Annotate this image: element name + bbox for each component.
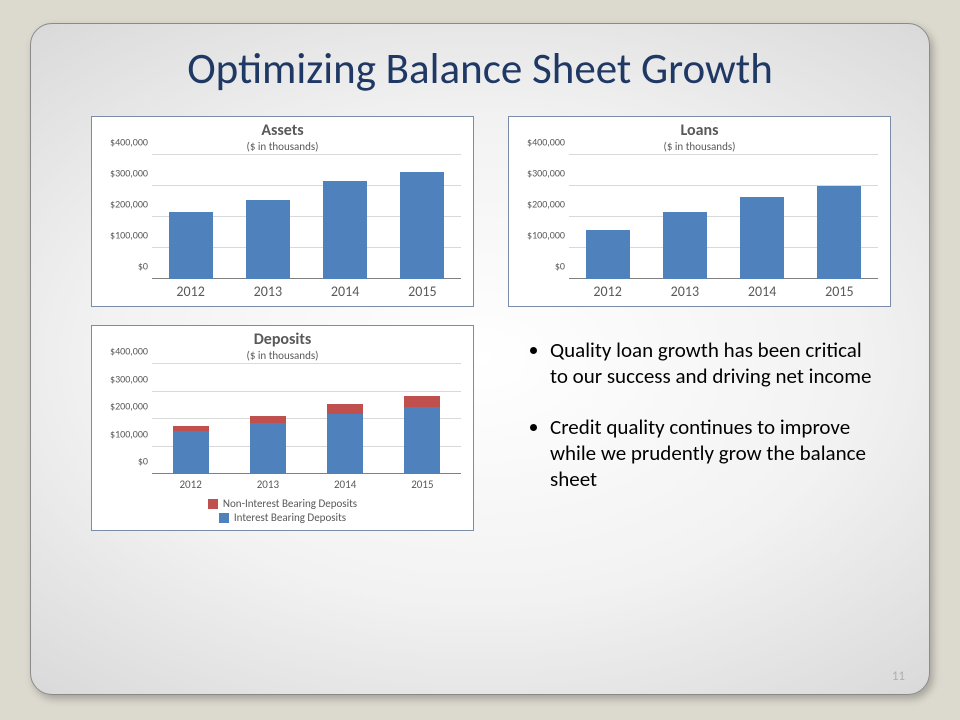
- x-tick-label: 2012: [152, 478, 229, 491]
- bar: [173, 426, 209, 474]
- bar-segment: [404, 407, 440, 474]
- bars-container: [569, 155, 878, 279]
- legend-item: Non-Interest Bearing Deposits: [208, 497, 357, 510]
- x-categories: 2012201320142015: [152, 478, 461, 491]
- legend-swatch: [208, 499, 218, 509]
- plot-area: $0$100,000$200,000$300,000$400,000: [569, 155, 878, 279]
- bullet-item: Quality loan growth has been critical to…: [550, 337, 883, 390]
- slide-card: Optimizing Balance Sheet Growth Assets($…: [30, 23, 930, 695]
- y-tick-label: $0: [555, 260, 565, 273]
- bar: [586, 230, 630, 279]
- bar-segment: [663, 212, 707, 279]
- bar-slot: [801, 155, 878, 279]
- bar-slot: [724, 155, 801, 279]
- x-categories: 2012201320142015: [569, 283, 878, 300]
- x-tick-label: 2012: [152, 283, 229, 300]
- bars-container: [152, 364, 461, 474]
- bar-segment: [246, 200, 290, 279]
- bar-segment: [327, 404, 363, 414]
- x-tick-label: 2014: [307, 478, 384, 491]
- x-tick-label: 2015: [384, 283, 461, 300]
- bar-segment: [740, 197, 784, 279]
- bar-segment: [327, 414, 363, 475]
- chart-assets: Assets($ in thousands)$0$100,000$200,000…: [91, 116, 474, 307]
- bar: [250, 416, 286, 474]
- bar-segment: [250, 416, 286, 423]
- chart-loans: Loans($ in thousands)$0$100,000$200,000$…: [508, 116, 891, 307]
- legend-label: Non-Interest Bearing Deposits: [223, 497, 357, 510]
- bar-slot: [646, 155, 723, 279]
- slide-title: Optimizing Balance Sheet Growth: [31, 24, 929, 95]
- bar-slot: [569, 155, 646, 279]
- y-tick-label: $400,000: [527, 136, 565, 149]
- bar: [323, 181, 367, 279]
- x-tick-label: 2012: [569, 283, 646, 300]
- bar-slot: [384, 364, 461, 474]
- bar-slot: [152, 364, 229, 474]
- y-tick-label: $200,000: [110, 400, 148, 413]
- y-tick-label: $100,000: [110, 427, 148, 440]
- bar: [663, 212, 707, 279]
- bar-segment: [817, 186, 861, 279]
- page-number: 11: [892, 669, 905, 684]
- y-tick-label: $100,000: [110, 229, 148, 242]
- bar-segment: [404, 396, 440, 407]
- bar: [740, 197, 784, 279]
- bar-segment: [173, 431, 209, 474]
- bullet-list: Quality loan growth has been critical to…: [508, 325, 891, 492]
- plot-area: $0$100,000$200,000$300,000$400,000: [152, 155, 461, 279]
- y-tick-label: $300,000: [527, 167, 565, 180]
- bar-slot: [307, 364, 384, 474]
- x-tick-label: 2015: [801, 283, 878, 300]
- chart-title: Assets: [92, 121, 473, 140]
- bars-container: [152, 155, 461, 279]
- bar-segment: [586, 230, 630, 279]
- content-grid: Assets($ in thousands)$0$100,000$200,000…: [91, 116, 891, 531]
- bar-segment: [323, 181, 367, 279]
- chart-deposits: Deposits($ in thousands)$0$100,000$200,0…: [91, 325, 474, 531]
- x-tick-label: 2014: [307, 283, 384, 300]
- y-tick-label: $100,000: [527, 229, 565, 242]
- bar-slot: [307, 155, 384, 279]
- chart-subtitle: ($ in thousands): [509, 140, 890, 153]
- legend-label: Interest Bearing Deposits: [234, 511, 346, 524]
- bar: [817, 186, 861, 279]
- bar: [169, 212, 213, 279]
- x-categories: 2012201320142015: [152, 283, 461, 300]
- x-tick-label: 2013: [229, 283, 306, 300]
- legend-item: Interest Bearing Deposits: [219, 511, 346, 524]
- chart-subtitle: ($ in thousands): [92, 349, 473, 362]
- bullet-item: Credit quality continues to improve whil…: [550, 414, 883, 493]
- bar: [404, 396, 440, 474]
- y-tick-label: $300,000: [110, 372, 148, 385]
- bar: [327, 404, 363, 474]
- y-tick-label: $300,000: [110, 167, 148, 180]
- bar: [400, 172, 444, 279]
- chart-title: Loans: [509, 121, 890, 140]
- x-tick-label: 2013: [646, 283, 723, 300]
- y-tick-label: $200,000: [527, 198, 565, 211]
- bullet-panel: Quality loan growth has been critical to…: [508, 325, 891, 531]
- y-tick-label: $400,000: [110, 345, 148, 358]
- x-tick-label: 2015: [384, 478, 461, 491]
- legend: Non-Interest Bearing DepositsInterest Be…: [92, 497, 473, 524]
- chart-title: Deposits: [92, 330, 473, 349]
- legend-swatch: [219, 513, 229, 523]
- y-tick-label: $200,000: [110, 198, 148, 211]
- y-tick-label: $400,000: [110, 136, 148, 149]
- x-tick-label: 2013: [229, 478, 306, 491]
- y-tick-label: $0: [138, 455, 148, 468]
- bar-slot: [384, 155, 461, 279]
- chart-subtitle: ($ in thousands): [92, 140, 473, 153]
- bar-slot: [229, 364, 306, 474]
- bar-slot: [229, 155, 306, 279]
- y-tick-label: $0: [138, 260, 148, 273]
- x-tick-label: 2014: [724, 283, 801, 300]
- bar-segment: [169, 212, 213, 279]
- bar-slot: [152, 155, 229, 279]
- bar-segment: [400, 172, 444, 279]
- plot-area: $0$100,000$200,000$300,000$400,000: [152, 364, 461, 474]
- bar: [246, 200, 290, 279]
- bar-segment: [250, 423, 286, 474]
